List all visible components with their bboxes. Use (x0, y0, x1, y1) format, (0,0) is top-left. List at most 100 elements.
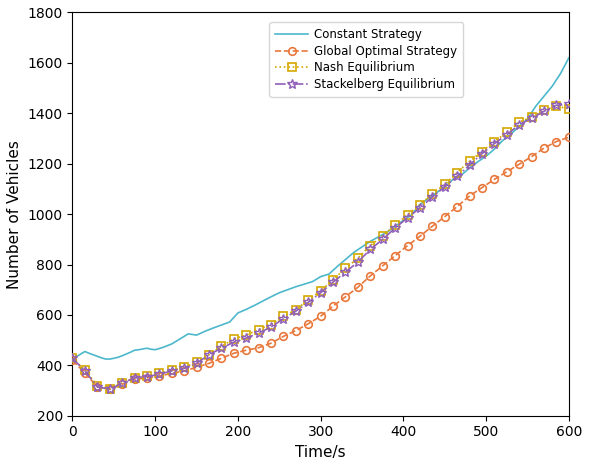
Stackelberg Equilibrium (553, 102, 560, 108)
Stackelberg Equilibrium (168, 368, 176, 374)
Nash Equilibrium (156, 371, 163, 376)
Stackelberg Equilibrium (541, 108, 548, 114)
Nash Equilibrium (255, 327, 262, 333)
Global Optimal Strategy (255, 345, 262, 351)
Nash Equilibrium (541, 107, 548, 113)
Global Optimal Strategy (280, 333, 287, 339)
Global Optimal Strategy (404, 243, 411, 248)
Nash Equilibrium (131, 375, 138, 381)
Nash Equilibrium (466, 158, 473, 164)
Stackelberg Equilibrium (367, 247, 374, 252)
Line: Stackelberg Equilibrium: Stackelberg Equilibrium (67, 99, 574, 395)
Stackelberg Equilibrium (565, 102, 573, 107)
Global Optimal Strategy (342, 294, 349, 300)
Global Optimal Strategy (81, 370, 88, 376)
Global Optimal Strategy (243, 347, 250, 353)
Global Optimal Strategy (528, 154, 535, 159)
Nash Equilibrium (106, 386, 113, 391)
Global Optimal Strategy (143, 375, 150, 381)
Nash Equilibrium (355, 255, 362, 261)
Global Optimal Strategy (193, 365, 200, 370)
Stackelberg Equilibrium (193, 361, 200, 366)
Stackelberg Equilibrium (404, 215, 411, 221)
Global Optimal Strategy (503, 169, 510, 175)
Nash Equilibrium (491, 139, 498, 144)
Constant Strategy (565, 55, 573, 61)
Nash Equilibrium (379, 233, 386, 238)
Nash Equilibrium (280, 313, 287, 319)
Constant Strategy (532, 103, 540, 109)
Nash Equilibrium (69, 355, 76, 361)
Nash Equilibrium (305, 297, 312, 303)
Global Optimal Strategy (118, 382, 125, 387)
Nash Equilibrium (143, 373, 150, 379)
Constant Strategy (152, 347, 159, 353)
Stackelberg Equilibrium (342, 269, 349, 275)
Nash Equilibrium (478, 149, 485, 155)
Nash Equilibrium (118, 380, 125, 386)
Nash Equilibrium (454, 170, 461, 175)
Y-axis label: Number of Vehicles: Number of Vehicles (7, 140, 22, 289)
Global Optimal Strategy (416, 234, 423, 239)
Global Optimal Strategy (379, 263, 386, 269)
Stackelberg Equilibrium (392, 225, 399, 231)
Global Optimal Strategy (131, 376, 138, 382)
Global Optimal Strategy (429, 223, 436, 229)
Stackelberg Equilibrium (156, 371, 163, 377)
Nash Equilibrium (181, 365, 188, 370)
Stackelberg Equilibrium (528, 115, 535, 121)
Global Optimal Strategy (156, 373, 163, 379)
Constant Strategy (334, 264, 341, 269)
Global Optimal Strategy (565, 134, 573, 140)
Line: Nash Equilibrium: Nash Equilibrium (69, 102, 573, 392)
Nash Equilibrium (342, 266, 349, 271)
Line: Global Optimal Strategy: Global Optimal Strategy (69, 134, 573, 393)
Nash Equilibrium (565, 106, 573, 112)
Nash Equilibrium (367, 243, 374, 248)
Stackelberg Equilibrium (454, 174, 461, 179)
Legend: Constant Strategy, Global Optimal Strategy, Nash Equilibrium, Stackelberg Equili: Constant Strategy, Global Optimal Strate… (270, 22, 464, 97)
Global Optimal Strategy (206, 361, 213, 366)
Global Optimal Strategy (69, 358, 76, 363)
Line: Constant Strategy: Constant Strategy (72, 58, 569, 361)
Global Optimal Strategy (330, 304, 337, 309)
Global Optimal Strategy (355, 284, 362, 290)
Nash Equilibrium (94, 383, 101, 389)
Nash Equilibrium (218, 344, 225, 349)
Stackelberg Equilibrium (516, 122, 523, 127)
Global Optimal Strategy (541, 145, 548, 151)
Global Optimal Strategy (305, 321, 312, 326)
Stackelberg Equilibrium (206, 352, 213, 358)
Nash Equilibrium (243, 333, 250, 338)
Stackelberg Equilibrium (118, 380, 125, 386)
Nash Equilibrium (429, 191, 436, 197)
Stackelberg Equilibrium (292, 308, 299, 314)
Nash Equilibrium (404, 212, 411, 218)
Constant Strategy (69, 358, 76, 363)
Stackelberg Equilibrium (218, 346, 225, 351)
Stackelberg Equilibrium (267, 324, 274, 330)
Nash Equilibrium (528, 114, 535, 120)
Stackelberg Equilibrium (81, 368, 88, 374)
Global Optimal Strategy (317, 313, 324, 319)
Stackelberg Equilibrium (230, 340, 237, 345)
Global Optimal Strategy (441, 214, 448, 219)
Nash Equilibrium (441, 182, 448, 187)
Global Optimal Strategy (230, 350, 237, 356)
Global Optimal Strategy (106, 387, 113, 392)
Nash Equilibrium (416, 202, 423, 207)
Stackelberg Equilibrium (280, 316, 287, 321)
Nash Equilibrium (193, 360, 200, 365)
Global Optimal Strategy (553, 139, 560, 144)
Stackelberg Equilibrium (305, 299, 312, 305)
Global Optimal Strategy (392, 253, 399, 259)
Global Optimal Strategy (454, 204, 461, 209)
Nash Equilibrium (206, 352, 213, 358)
Nash Equilibrium (81, 367, 88, 373)
Stackelberg Equilibrium (181, 366, 188, 371)
Nash Equilibrium (292, 307, 299, 313)
Stackelberg Equilibrium (416, 205, 423, 211)
Nash Equilibrium (553, 103, 560, 109)
Stackelberg Equilibrium (317, 290, 324, 296)
Global Optimal Strategy (94, 384, 101, 389)
